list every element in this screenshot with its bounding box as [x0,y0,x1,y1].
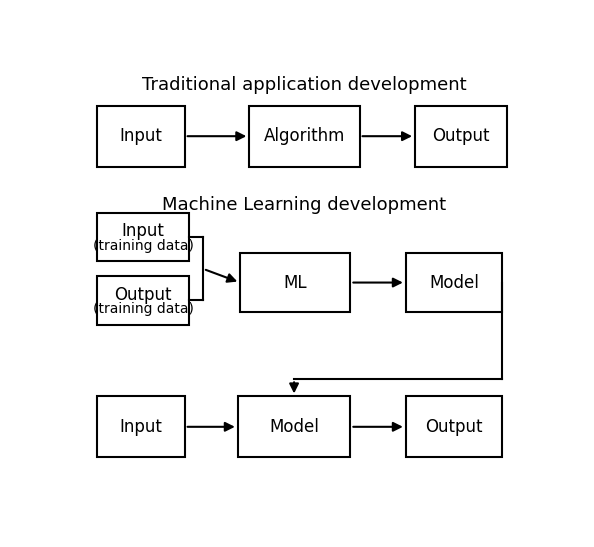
Bar [238,396,350,457]
Text: Algorithm: Algorithm [264,127,345,145]
Text: (training data): (training data) [93,239,194,253]
Text: Output: Output [432,127,489,145]
Bar [406,396,503,457]
Bar [97,106,185,167]
Text: Traditional application development: Traditional application development [142,75,467,94]
Text: ML: ML [283,274,307,292]
Text: Model: Model [429,274,479,292]
Bar [240,253,350,312]
Text: Input: Input [119,127,162,145]
Text: (training data): (training data) [93,302,194,316]
Text: Output: Output [115,286,172,304]
Bar [97,276,189,325]
Text: Output: Output [425,418,483,436]
Bar [97,213,189,261]
Bar [415,106,507,167]
Text: Model: Model [269,418,319,436]
Text: Input: Input [119,418,162,436]
Bar [406,253,503,312]
Bar [97,396,185,457]
Bar [249,106,360,167]
Text: Machine Learning development: Machine Learning development [162,196,447,214]
Text: Input: Input [122,223,165,241]
